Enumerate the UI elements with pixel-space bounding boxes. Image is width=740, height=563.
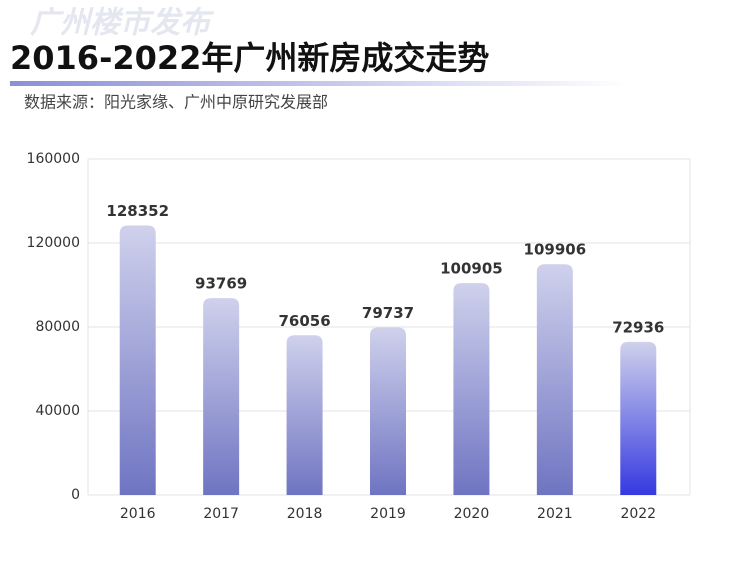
bar: [370, 327, 406, 495]
bar: [536, 264, 573, 495]
watermark: 广州楼市发布: [30, 6, 215, 41]
chart-subtitle: 数据来源：阳光家缘、广州中原研究发展部: [24, 93, 328, 112]
x-tick-label: 2017: [203, 506, 239, 522]
y-tick-label: 40000: [35, 403, 80, 419]
data-label: 72936: [612, 318, 664, 336]
bar: [119, 225, 156, 495]
data-label: 128352: [106, 202, 169, 220]
y-tick-label: 160000: [27, 151, 80, 167]
data-label: 76056: [278, 312, 330, 330]
bar: [286, 335, 323, 495]
title-underline: [10, 81, 630, 86]
data-label: 109906: [524, 241, 587, 259]
y-tick-label: 80000: [35, 319, 80, 335]
data-label: 93769: [195, 275, 247, 293]
chart-title: 2016-2022年广州新房成交走势: [10, 39, 489, 77]
x-tick-label: 2018: [287, 506, 323, 522]
bar: [453, 283, 490, 495]
bar: [203, 298, 240, 495]
x-tick-label: 2020: [454, 506, 490, 522]
data-label: 79737: [362, 304, 414, 322]
bar: [620, 341, 657, 495]
x-tick-label: 2019: [370, 506, 406, 522]
y-tick-label: 120000: [27, 235, 80, 251]
y-tick-label: 0: [71, 487, 80, 503]
data-label: 100905: [440, 260, 503, 278]
x-tick-label: 2016: [120, 506, 156, 522]
x-tick-label: 2021: [537, 506, 573, 522]
x-tick-label: 2022: [620, 506, 656, 522]
